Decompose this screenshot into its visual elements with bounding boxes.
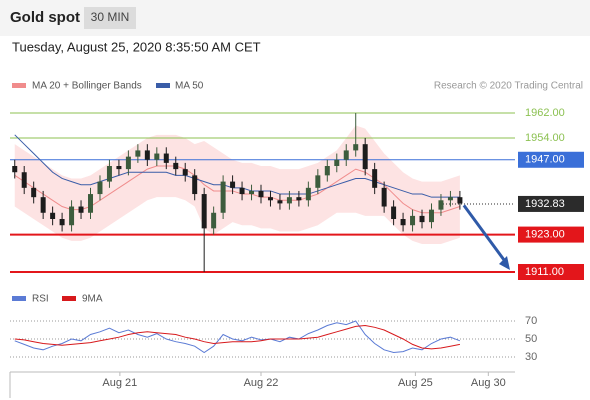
candle-body bbox=[296, 197, 302, 201]
interval-label: 30 MIN bbox=[91, 10, 130, 24]
candle-body bbox=[239, 187, 245, 195]
candle-body bbox=[211, 212, 217, 229]
x-tick-label: Aug 30 bbox=[471, 377, 506, 389]
candle-body bbox=[419, 215, 425, 223]
legend-label: MA 20 + Bollinger Bands bbox=[32, 81, 142, 92]
candle-body bbox=[192, 175, 198, 195]
rsi-tick-label: 50 bbox=[525, 333, 537, 345]
candle-body bbox=[267, 197, 273, 201]
level-box bbox=[518, 226, 584, 243]
legend-swatch bbox=[12, 83, 26, 88]
legend-label: MA 50 bbox=[175, 81, 204, 92]
candle-body bbox=[125, 156, 131, 170]
candle-body bbox=[400, 219, 406, 226]
candle-body bbox=[343, 150, 349, 160]
candle-body bbox=[21, 172, 27, 188]
candle-body bbox=[362, 144, 368, 170]
rsi-line bbox=[14, 324, 460, 350]
legend-swatch bbox=[156, 83, 170, 88]
candle-body bbox=[220, 181, 226, 213]
candle-body bbox=[201, 194, 207, 229]
rsi-tick-label: 70 bbox=[525, 315, 537, 327]
candle-body bbox=[277, 200, 283, 204]
level-label: 1932.83 bbox=[525, 198, 565, 210]
forecast-arrow bbox=[462, 204, 509, 265]
candle-body bbox=[447, 197, 453, 201]
candle-body bbox=[78, 206, 84, 213]
candle-body bbox=[305, 187, 311, 201]
candle-body bbox=[230, 181, 236, 188]
candle-body bbox=[315, 175, 321, 188]
candle-body bbox=[97, 181, 103, 195]
candle-body bbox=[31, 187, 37, 198]
interval-badge bbox=[84, 7, 136, 29]
x-tick-label: Aug 21 bbox=[102, 377, 137, 389]
credit: Research © 2020 Trading Central bbox=[434, 81, 583, 92]
candle-body bbox=[334, 159, 340, 166]
candle-body bbox=[163, 153, 169, 163]
ma50-line bbox=[14, 134, 460, 198]
legend-label: 9MA bbox=[82, 294, 103, 305]
legend-label: RSI bbox=[32, 294, 49, 305]
forecast-arrowhead bbox=[499, 256, 510, 270]
candle-body bbox=[144, 150, 150, 160]
candle-body bbox=[391, 206, 397, 219]
legend-swatch bbox=[62, 296, 76, 301]
candle-body bbox=[40, 197, 46, 213]
level-label: 1947.00 bbox=[525, 154, 565, 166]
level-box bbox=[518, 264, 584, 280]
level-label: 1962.00 bbox=[525, 107, 565, 119]
rsi-tick-label: 30 bbox=[525, 351, 537, 363]
level-box bbox=[518, 195, 584, 212]
candle-body bbox=[135, 150, 141, 157]
candle-body bbox=[286, 197, 292, 204]
candle-body bbox=[457, 197, 463, 204]
candle-body bbox=[182, 169, 188, 176]
candle-body bbox=[173, 162, 179, 170]
candle-body bbox=[106, 166, 112, 182]
candle-body bbox=[258, 190, 264, 198]
candle-body bbox=[50, 212, 56, 219]
candle-body bbox=[88, 194, 94, 213]
level-box bbox=[518, 151, 584, 168]
candle-body bbox=[59, 219, 65, 226]
level-label: 1954.00 bbox=[525, 132, 565, 144]
candle-body bbox=[154, 153, 160, 160]
rsi-line bbox=[14, 320, 461, 354]
candle-body bbox=[324, 166, 330, 176]
candle-body bbox=[438, 200, 444, 210]
candle-body bbox=[12, 166, 18, 173]
level-label: 1911.00 bbox=[525, 266, 564, 278]
level-label: 1923.00 bbox=[525, 228, 565, 240]
chart-title: Gold spot bbox=[10, 9, 80, 26]
candle-body bbox=[428, 209, 434, 223]
x-tick-label: Aug 25 bbox=[398, 377, 433, 389]
candle-body bbox=[69, 206, 75, 226]
candle-body bbox=[116, 166, 122, 170]
candle-body bbox=[381, 187, 387, 207]
x-tick-label: Aug 22 bbox=[244, 377, 279, 389]
candle-body bbox=[410, 215, 416, 226]
legend-swatch bbox=[12, 296, 26, 301]
timestamp: Tuesday, August 25, 2020 8:35:50 AM CET bbox=[12, 39, 261, 54]
candle-body bbox=[249, 190, 255, 195]
candle-body bbox=[372, 169, 378, 188]
candle-body bbox=[353, 144, 359, 151]
